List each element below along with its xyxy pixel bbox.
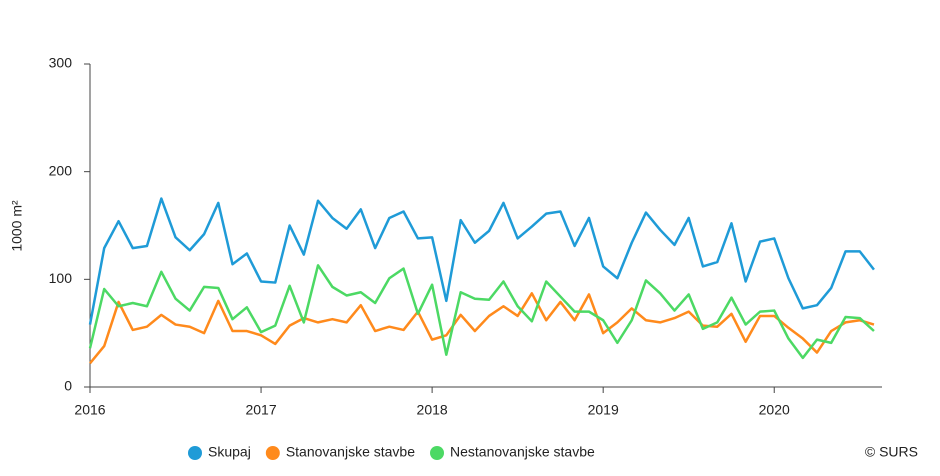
y-tick-label: 300	[49, 55, 73, 71]
y-axis-label: 1000 m²	[9, 200, 25, 252]
legend-label: Nestanovanjske stavbe	[450, 444, 595, 460]
y-tick-label: 100	[49, 270, 73, 286]
legend-label: Stanovanjske stavbe	[286, 444, 415, 460]
credit: © SURS	[865, 444, 918, 460]
x-tick-label: 2016	[74, 402, 105, 418]
x-tick-label: 2018	[417, 402, 448, 418]
legend-marker	[430, 446, 445, 460]
series-line	[88, 197, 875, 325]
y-tick-label: 0	[64, 378, 72, 394]
x-tick-label: 2019	[588, 402, 619, 418]
series-line	[88, 264, 875, 360]
x-tick-label: 2020	[759, 402, 790, 418]
x-tick-label: 2017	[245, 402, 276, 418]
legend-marker	[265, 446, 280, 460]
legend-marker	[188, 446, 202, 460]
series-line	[89, 292, 875, 365]
y-tick-label: 200	[49, 162, 73, 178]
legend-label: Skupaj	[208, 444, 251, 460]
